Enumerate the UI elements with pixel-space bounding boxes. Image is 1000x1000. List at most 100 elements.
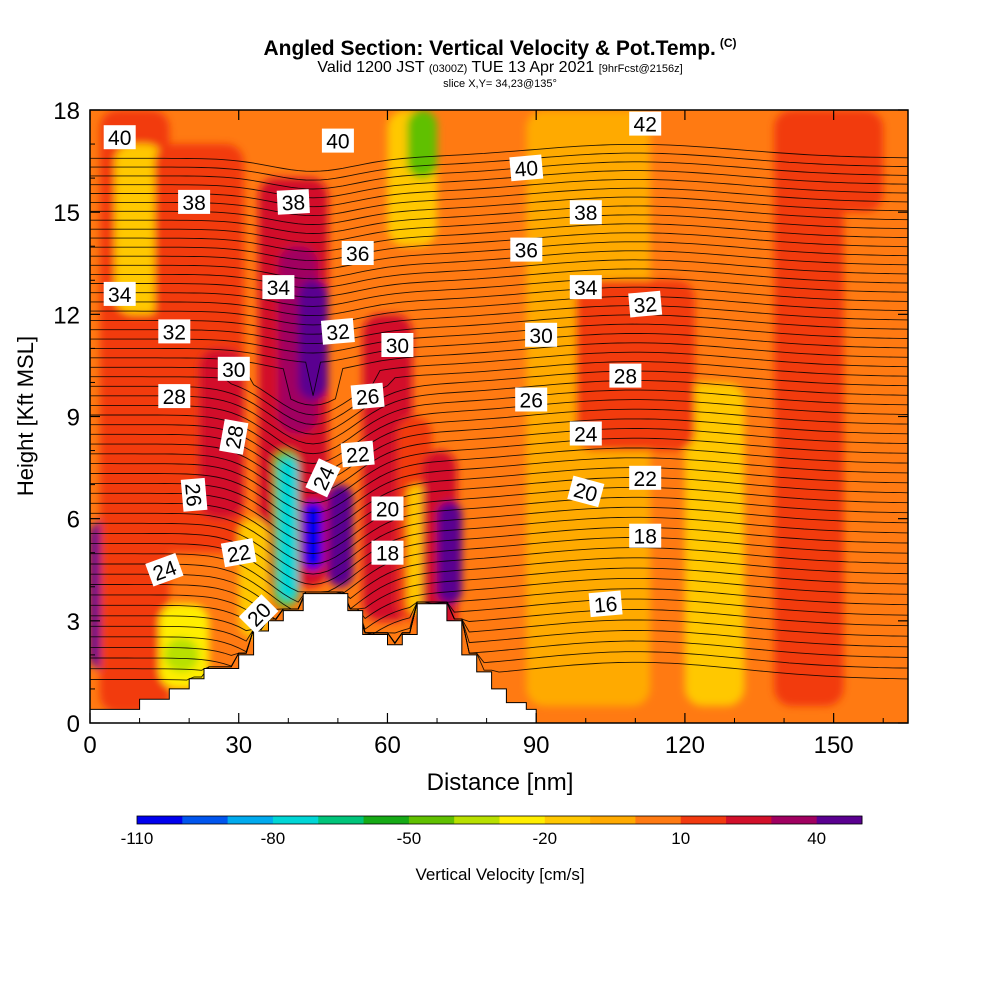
colorbar-segment [816,816,863,824]
isoline [90,457,908,524]
svg-text:28: 28 [614,366,637,389]
x-tick-label: 90 [523,732,550,759]
svg-text:36: 36 [346,243,369,266]
isoline [90,250,908,280]
isoline [90,178,908,208]
isoline [90,170,908,199]
y-tick-label: 15 [53,200,80,227]
pot-temp-label: 40 [103,125,136,150]
terrain-profile [90,593,537,723]
colorbar-tick-label: 10 [671,829,690,848]
svg-text:34: 34 [108,284,132,307]
isoline [90,516,908,585]
isoline [90,591,908,667]
svg-text:40: 40 [108,127,131,150]
isoline [90,547,908,610]
chart-title: Angled Section: Vertical Velocity & Pot.… [263,36,737,60]
isoline [90,591,908,635]
velocity-cell [784,110,884,213]
svg-text:32: 32 [325,320,350,345]
svg-text:22: 22 [225,541,252,568]
x-tick-label: 120 [665,732,705,759]
pot-temp-label: 36 [510,237,543,263]
isoline [90,467,908,534]
pot-temp-label: 40 [321,128,354,154]
pot-temp-label: 36 [341,241,374,266]
isoline [90,506,908,575]
pot-temp-label: 30 [217,356,250,382]
svg-text:38: 38 [281,191,306,215]
pot-temp-label: 20 [371,496,404,522]
x-tick-label: 30 [225,732,252,759]
isoline [90,389,908,455]
y-tick-label: 3 [67,609,80,636]
svg-text:30: 30 [222,359,245,382]
pot-temp-label: 24 [569,421,602,447]
pot-temp-label: 30 [525,322,558,348]
svg-text:16: 16 [593,593,618,618]
isoline [90,477,908,544]
svg-text:42: 42 [634,114,657,137]
isoline [90,591,908,671]
y-tick-label: 18 [53,98,80,125]
isoline [90,187,908,217]
colorbar-segment [726,816,772,824]
colorbar-tick-label: 40 [807,829,826,848]
pot-temp-label: 26 [350,382,385,410]
pot-temp-label: 28 [609,363,642,389]
isoline [90,567,908,621]
isoline [90,196,908,225]
pot-temp-label: 30 [381,333,414,358]
colorbar-segment [363,816,410,824]
pot-temp-label: 40 [509,154,544,182]
pot-temp-label: 34 [569,275,602,300]
svg-text:26: 26 [180,482,205,507]
colorbar-segment [635,816,682,824]
svg-text:24: 24 [574,424,598,447]
velocity-cell [437,501,462,604]
colorbar-segment [137,816,183,824]
terrain [90,593,537,723]
pot-temp-label: 38 [276,189,310,215]
pot-temp-label: 32 [320,318,355,345]
pot-temp-label: 28 [219,419,249,455]
isoline [90,591,908,656]
isoline [90,295,908,326]
colorbar: -110 -80 -50 -20 10 40 [121,815,863,848]
velocity-cell [278,457,299,601]
y-axis-label: Height [Kft MSL] [13,336,38,496]
isoline [90,323,908,354]
colorbar-segment [454,816,500,824]
pot-temp-label: 22 [220,538,257,568]
velocity-cell [407,110,438,179]
isoline [90,486,908,555]
isoline [90,232,908,262]
pot-temp-label: 22 [340,440,375,468]
isoline [90,305,908,335]
svg-text:20: 20 [376,499,399,522]
x-tick-label: 150 [814,732,854,759]
colorbar-frame [136,815,863,825]
pot-temp-label: 22 [629,465,662,491]
pot-temp-label: 34 [103,281,136,307]
svg-text:26: 26 [355,385,380,410]
colorbar-label: Vertical Velocity [cm/s] [415,865,584,884]
colorbar-segment [680,816,727,824]
isoline [90,161,908,190]
y-tick-label: 6 [67,507,80,534]
velocity-cell [298,280,328,400]
isoline [90,496,908,565]
pot-temp-label: 32 [628,290,663,318]
svg-text:34: 34 [574,277,598,300]
svg-text:18: 18 [634,526,657,549]
colorbar-tick-label: -20 [533,829,558,848]
pot-temp-label: 42 [629,111,662,137]
isoline [90,314,908,345]
svg-text:22: 22 [345,443,370,468]
svg-text:34: 34 [267,277,291,300]
colorbar-segment [408,816,455,824]
y-tick-label: 12 [53,302,80,329]
isoline [90,241,908,271]
pot-temp-label: 26 [515,387,548,413]
